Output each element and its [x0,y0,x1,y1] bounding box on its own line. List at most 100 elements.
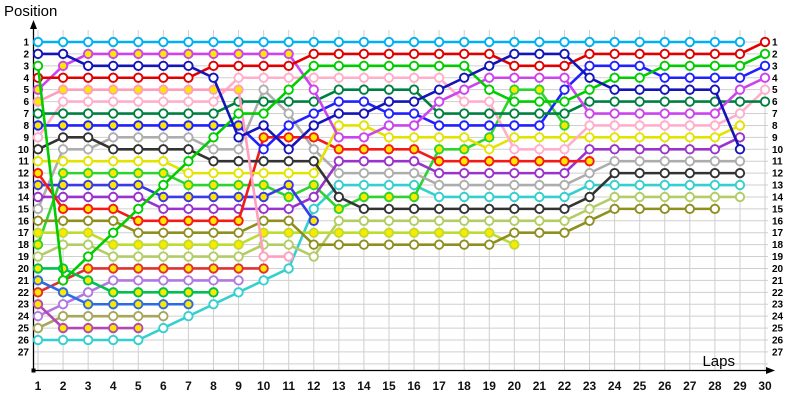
data-marker [108,167,119,179]
data-marker [333,36,344,48]
data-marker [82,156,94,167]
data-marker [509,120,520,131]
y-tick-label: 6 [23,97,29,108]
data-marker [32,144,44,155]
x-axis-arrow-icon [766,367,775,374]
data-marker [108,36,119,48]
data-marker [57,275,69,286]
data-marker [684,203,695,215]
data-marker [333,48,344,60]
data-marker [383,60,395,71]
data-marker [634,132,645,143]
data-marker [283,96,294,107]
data-marker [659,132,670,143]
data-marker [358,48,370,60]
data-marker [283,179,294,191]
data-marker [709,120,721,131]
data-marker [32,311,44,322]
data-marker [57,60,69,71]
data-marker [158,275,169,286]
data-marker [559,36,570,48]
data-marker [208,215,219,226]
data-marker [57,179,69,191]
series-car-04 [32,36,771,83]
data-marker [383,239,395,250]
series-car-09 [32,72,771,155]
data-marker [333,108,344,119]
data-marker [534,120,545,131]
data-marker [233,144,244,155]
data-marker [659,72,670,83]
data-marker [308,179,319,191]
y-axis-arrow-icon [30,20,37,29]
data-marker [158,48,169,60]
data-marker [32,334,44,346]
data-marker [158,60,169,71]
data-marker [32,48,44,60]
y-tick-label: 7 [772,109,778,120]
data-marker [333,203,344,215]
x-axis-title: Laps [702,353,735,370]
data-marker [57,203,69,215]
data-marker [183,96,194,107]
data-marker [258,108,269,119]
data-marker [283,203,294,215]
data-marker [233,132,244,143]
axis-origin-dot [31,368,36,373]
data-marker [459,144,470,155]
data-marker [459,48,470,60]
data-marker [57,311,69,322]
data-marker [133,96,144,107]
data-marker [484,167,495,179]
data-marker [183,167,194,179]
data-marker [308,132,319,143]
data-marker [208,179,219,191]
data-marker [383,48,395,60]
data-marker [559,227,570,238]
y-tick-label: 12 [18,169,30,180]
data-marker [684,96,695,107]
data-marker [433,60,445,71]
y-tick-label: 12 [772,169,784,180]
data-marker [308,156,319,167]
data-marker [158,132,169,143]
data-marker [684,167,695,179]
y-tick-label: 10 [18,145,30,156]
data-marker [233,156,244,167]
data-marker [684,36,695,48]
y-tick-label: 10 [772,145,784,156]
data-marker [108,84,119,95]
y-tick-label: 8 [23,121,29,132]
data-marker [183,203,194,215]
data-marker [108,251,119,262]
data-marker [208,275,219,286]
data-marker [433,156,445,167]
data-marker [358,132,370,143]
data-marker [333,156,344,167]
data-marker [459,36,470,48]
x-tick-label: 10 [257,379,271,393]
data-marker [634,48,645,60]
data-marker [459,60,470,71]
data-marker [82,263,94,274]
data-marker [734,156,746,167]
data-marker [358,36,370,48]
data-marker [433,108,445,119]
data-marker [734,167,746,179]
data-marker [584,60,595,71]
y-tick-label: 6 [772,97,778,108]
y-tick-label: 1 [772,38,778,49]
data-marker [133,191,144,203]
data-marker [709,72,721,83]
y-tick-label: 25 [18,324,30,335]
data-marker [108,179,119,191]
data-marker [208,251,219,262]
data-marker [208,108,219,119]
data-marker [57,144,69,155]
data-marker [208,287,219,298]
data-marker [133,311,144,322]
data-marker [133,36,144,48]
data-marker [559,179,570,191]
data-marker [709,167,721,179]
